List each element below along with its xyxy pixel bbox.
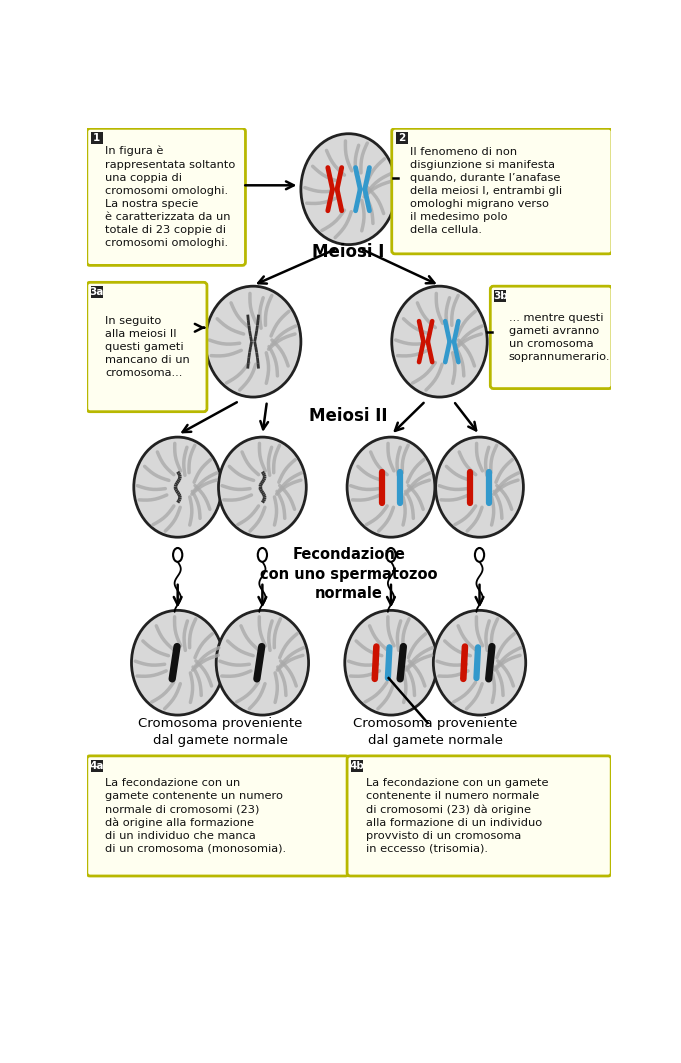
- Ellipse shape: [347, 437, 435, 537]
- Text: Meiosi II: Meiosi II: [309, 407, 388, 425]
- Ellipse shape: [133, 437, 221, 537]
- Ellipse shape: [258, 549, 267, 562]
- FancyBboxPatch shape: [91, 132, 103, 145]
- Text: In seguito
alla meiosi II
questi gameti
mancano di un
cromosoma...: In seguito alla meiosi II questi gameti …: [106, 316, 190, 378]
- FancyBboxPatch shape: [490, 286, 612, 389]
- Text: 2: 2: [398, 133, 405, 144]
- FancyBboxPatch shape: [351, 760, 363, 772]
- Text: La fecondazione con un gamete
contenente il numero normale
di cromosomi (23) dà : La fecondazione con un gamete contenente…: [366, 778, 548, 854]
- Text: Il fenomeno di non
disgiunzione si manifesta
quando, durante l’anafase
della mei: Il fenomeno di non disgiunzione si manif…: [410, 147, 563, 235]
- FancyBboxPatch shape: [91, 760, 103, 772]
- FancyBboxPatch shape: [87, 129, 245, 266]
- Text: Meiosi I: Meiosi I: [313, 243, 385, 261]
- FancyBboxPatch shape: [347, 756, 612, 876]
- Text: Fecondazione
con uno spermatozoo
normale: Fecondazione con uno spermatozoo normale: [260, 546, 437, 602]
- Text: 3b: 3b: [493, 291, 508, 301]
- Ellipse shape: [345, 610, 437, 715]
- Ellipse shape: [131, 610, 224, 715]
- Ellipse shape: [301, 134, 396, 244]
- Text: Cromosoma proveniente
dal gamete normale: Cromosoma proveniente dal gamete normale: [138, 718, 302, 747]
- Ellipse shape: [206, 286, 301, 398]
- FancyBboxPatch shape: [87, 283, 207, 411]
- Ellipse shape: [173, 549, 183, 562]
- Ellipse shape: [219, 437, 306, 537]
- Ellipse shape: [386, 549, 396, 562]
- Text: 4a: 4a: [90, 761, 104, 771]
- Ellipse shape: [475, 549, 484, 562]
- Ellipse shape: [216, 610, 308, 715]
- Text: Cromosoma proveniente
dal gamete normale: Cromosoma proveniente dal gamete normale: [353, 718, 518, 747]
- Text: 1: 1: [93, 133, 101, 144]
- FancyBboxPatch shape: [91, 286, 103, 299]
- Ellipse shape: [433, 610, 526, 715]
- Text: In figura è
rappresentata soltanto
una coppia di
cromosomi omologhi.
La nostra s: In figura è rappresentata soltanto una c…: [106, 146, 236, 248]
- Text: 4b: 4b: [349, 761, 364, 771]
- FancyBboxPatch shape: [87, 756, 349, 876]
- Text: 3a: 3a: [90, 287, 104, 298]
- Ellipse shape: [436, 437, 524, 537]
- FancyBboxPatch shape: [392, 129, 612, 254]
- Text: La fecondazione con un
gamete contenente un numero
normale di cromosomi (23)
dà : La fecondazione con un gamete contenente…: [106, 778, 287, 854]
- FancyBboxPatch shape: [494, 290, 507, 302]
- Ellipse shape: [392, 286, 487, 398]
- FancyBboxPatch shape: [396, 132, 408, 145]
- Text: ... mentre questi
gameti avranno
un cromosoma
soprannumerario.: ... mentre questi gameti avranno un crom…: [509, 313, 610, 361]
